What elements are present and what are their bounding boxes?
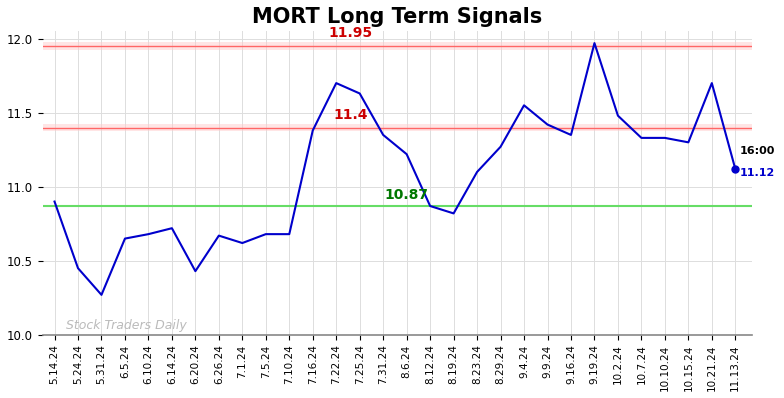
Text: 16:00: 16:00 (740, 146, 775, 156)
Title: MORT Long Term Signals: MORT Long Term Signals (252, 7, 543, 27)
Text: Stock Traders Daily: Stock Traders Daily (67, 319, 187, 332)
Text: 11.12: 11.12 (740, 168, 775, 178)
Point (729, 166, 742, 172)
Bar (43, 124, 752, 131)
Text: 10.87: 10.87 (385, 187, 429, 202)
Text: 11.95: 11.95 (328, 26, 372, 40)
Bar (43, 42, 752, 50)
Text: 11.4: 11.4 (333, 107, 368, 122)
